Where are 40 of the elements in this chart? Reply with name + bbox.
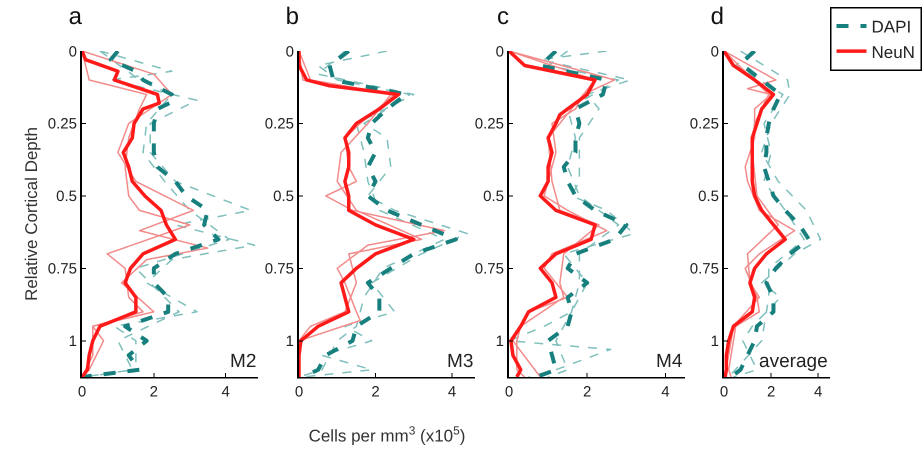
x-tick-label: 2 <box>766 384 776 400</box>
y-tick-label: 0 <box>496 43 504 60</box>
y-tick-label: 0.5 <box>483 188 504 206</box>
y-tick-label: 1 <box>496 333 504 350</box>
x-tick-label: 4 <box>448 384 456 400</box>
chart-title: d <box>710 2 724 30</box>
x-tick-label: 4 <box>222 384 230 400</box>
y-tick-label: 0 <box>286 43 294 60</box>
y-tick-label: 0.25 <box>264 116 294 133</box>
x-tick-label: 4 <box>814 384 822 400</box>
y-tick-label: 1 <box>710 333 719 350</box>
y-tick-label: 0.75 <box>690 260 719 278</box>
y-tick-label: 0 <box>710 43 719 60</box>
chart-title: b <box>286 2 299 30</box>
y-tick-label: 0.75 <box>48 260 77 278</box>
x-tick-label: 2 <box>583 384 592 400</box>
y-tick-label: 0.5 <box>698 188 719 206</box>
y-tick-label: 0.75 <box>264 260 294 278</box>
y-tick-label: 0.25 <box>48 116 77 133</box>
y-tick-label: 1 <box>68 333 77 350</box>
annotation: M3 <box>447 351 474 372</box>
y-tick-label: 1 <box>286 333 294 350</box>
annotation: average <box>759 351 828 372</box>
x-tick-label: 4 <box>661 384 670 400</box>
annotation: M4 <box>656 351 683 372</box>
y-tick-label: 0.5 <box>56 188 77 206</box>
y-tick-label: 0.5 <box>273 188 294 206</box>
y-axis-title: Relative Cortical Depth <box>22 127 41 301</box>
chart-title: c <box>497 2 509 30</box>
y-tick-label: 0.25 <box>474 116 504 133</box>
y-tick-label: 0 <box>68 43 77 60</box>
x-tick-label: 2 <box>371 384 380 400</box>
legend-label: NeuN <box>872 42 915 62</box>
annotation: M2 <box>230 351 256 372</box>
y-tick-label: 0.75 <box>474 260 504 278</box>
y-tick-label: 0.25 <box>690 116 719 133</box>
chart-title: a <box>68 2 83 30</box>
x-axis-title: Cells per mm$^{3}$ (x10$^{5}$) <box>308 424 466 446</box>
legend-label: DAPI <box>872 18 912 37</box>
x-tick-label: 2 <box>150 384 158 400</box>
